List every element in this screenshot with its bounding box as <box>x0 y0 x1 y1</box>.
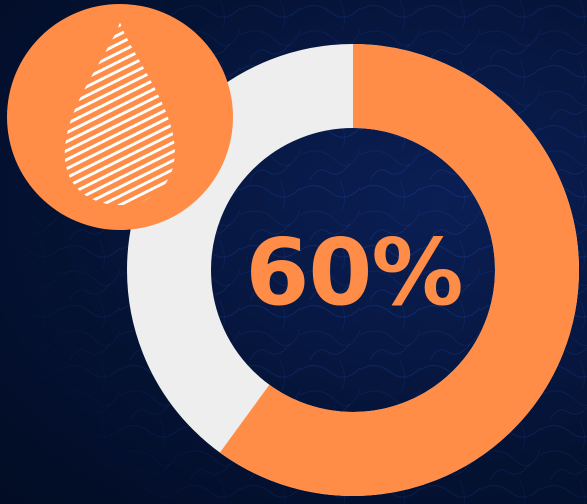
donut-progress-arc <box>127 44 579 496</box>
percent-label: 60% <box>245 219 463 326</box>
badge-circle <box>7 4 233 230</box>
